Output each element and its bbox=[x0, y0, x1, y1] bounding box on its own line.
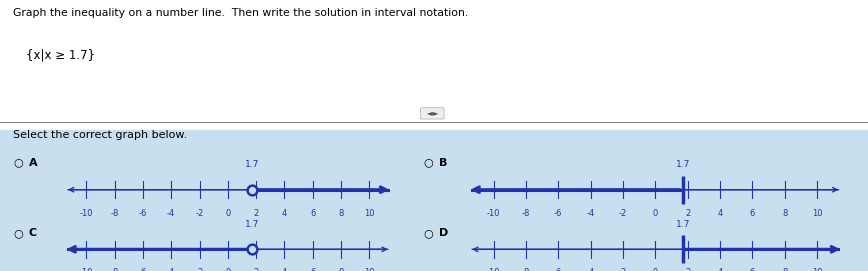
Text: -2: -2 bbox=[195, 209, 204, 218]
Text: Select the correct graph below.: Select the correct graph below. bbox=[13, 130, 187, 140]
Text: -8: -8 bbox=[522, 268, 530, 271]
Text: 8: 8 bbox=[339, 268, 344, 271]
Text: 8: 8 bbox=[782, 209, 787, 218]
Text: -4: -4 bbox=[587, 268, 595, 271]
Text: -10: -10 bbox=[487, 209, 500, 218]
Text: -10: -10 bbox=[80, 209, 93, 218]
Text: 6: 6 bbox=[310, 209, 315, 218]
Text: -2: -2 bbox=[619, 268, 627, 271]
Text: -4: -4 bbox=[587, 209, 595, 218]
Text: -6: -6 bbox=[554, 209, 562, 218]
Text: -6: -6 bbox=[554, 268, 562, 271]
Text: 0: 0 bbox=[225, 209, 231, 218]
Text: ◄►: ◄► bbox=[422, 109, 443, 118]
Text: Graph the inequality on a number line.  Then write the solution in interval nota: Graph the inequality on a number line. T… bbox=[13, 8, 468, 18]
Text: -2: -2 bbox=[195, 268, 204, 271]
Text: -10: -10 bbox=[487, 268, 500, 271]
Text: 2: 2 bbox=[253, 209, 259, 218]
Text: 2: 2 bbox=[685, 209, 690, 218]
Text: 6: 6 bbox=[750, 268, 755, 271]
Text: 6: 6 bbox=[750, 209, 755, 218]
Text: -4: -4 bbox=[167, 209, 175, 218]
Text: -8: -8 bbox=[522, 209, 530, 218]
Text: -8: -8 bbox=[110, 209, 119, 218]
Text: 1.7: 1.7 bbox=[245, 160, 260, 169]
Text: {x|x ≥ 1.7}: {x|x ≥ 1.7} bbox=[26, 49, 95, 62]
Text: 4: 4 bbox=[282, 209, 287, 218]
Text: -6: -6 bbox=[139, 268, 147, 271]
Text: ○: ○ bbox=[424, 158, 433, 167]
Text: 1.7: 1.7 bbox=[675, 220, 690, 229]
Text: 1.7: 1.7 bbox=[245, 220, 260, 229]
Text: 4: 4 bbox=[282, 268, 287, 271]
Text: A: A bbox=[29, 158, 37, 167]
Text: 0: 0 bbox=[225, 268, 231, 271]
Text: -6: -6 bbox=[139, 209, 147, 218]
Text: 8: 8 bbox=[782, 268, 787, 271]
Text: 10: 10 bbox=[365, 209, 375, 218]
Text: 4: 4 bbox=[718, 209, 723, 218]
Text: 10: 10 bbox=[365, 268, 375, 271]
Text: 10: 10 bbox=[812, 209, 822, 218]
Text: -4: -4 bbox=[167, 268, 175, 271]
Text: 10: 10 bbox=[812, 268, 822, 271]
Text: 2: 2 bbox=[253, 268, 259, 271]
Text: 8: 8 bbox=[339, 209, 344, 218]
Text: -8: -8 bbox=[110, 268, 119, 271]
Text: 4: 4 bbox=[718, 268, 723, 271]
Text: D: D bbox=[439, 228, 449, 238]
Text: C: C bbox=[29, 228, 36, 238]
Text: -2: -2 bbox=[619, 209, 627, 218]
Text: -10: -10 bbox=[80, 268, 93, 271]
Text: 2: 2 bbox=[685, 268, 690, 271]
Text: ○: ○ bbox=[13, 228, 23, 238]
Text: 1.7: 1.7 bbox=[675, 160, 690, 169]
Text: 0: 0 bbox=[653, 268, 658, 271]
Text: 6: 6 bbox=[310, 268, 315, 271]
Text: 0: 0 bbox=[653, 209, 658, 218]
Text: ○: ○ bbox=[13, 158, 23, 167]
Text: ○: ○ bbox=[424, 228, 433, 238]
Text: B: B bbox=[439, 158, 448, 167]
